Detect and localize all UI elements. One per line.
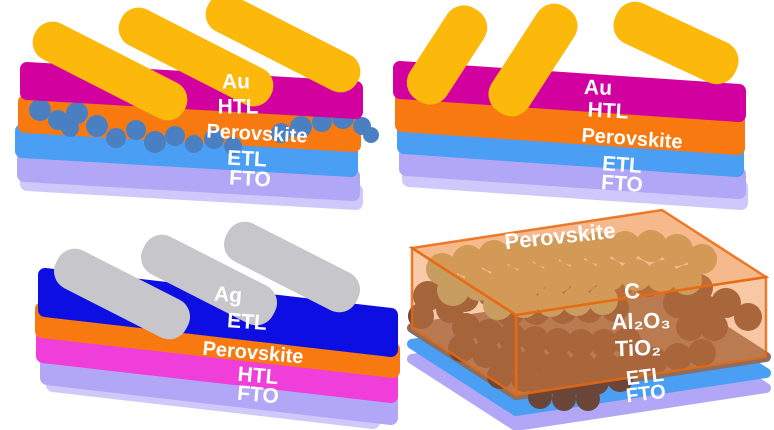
- defect-circle: [66, 102, 88, 124]
- fto-label: FTO: [625, 381, 667, 408]
- particle-brown: [452, 313, 480, 341]
- tio2-label: TiO₂: [615, 335, 662, 362]
- particle-brown: [544, 328, 572, 356]
- particle-brown: [613, 327, 641, 355]
- au-bar: [406, 5, 488, 105]
- particle-brown: [475, 319, 503, 347]
- defect-circle: [363, 127, 379, 143]
- au-electrode-bars: [32, 0, 361, 121]
- fto-label: FTO: [229, 166, 272, 191]
- au-label: Au: [222, 71, 250, 94]
- particle-brown: [576, 387, 600, 411]
- defect-circle: [224, 137, 242, 155]
- carbon-label: C: [624, 278, 641, 304]
- au-bar: [32, 21, 188, 121]
- defect-circle: [144, 131, 166, 153]
- defect-circle: [165, 126, 185, 146]
- htl-label: HTL: [587, 98, 629, 123]
- interface-defect-circles: [29, 99, 379, 155]
- particle-brown: [408, 303, 434, 329]
- fto-label: FTO: [600, 171, 643, 197]
- defect-circle: [185, 135, 203, 153]
- device-pin-inverted: Ag ETL Perovskite HTL FTO: [35, 221, 400, 429]
- particle-brown: [472, 340, 500, 368]
- device-carbon-mesoscopic: Perovskite C Al₂O₃ TiO₂ ETL FTO: [407, 208, 771, 430]
- defect-circle: [290, 116, 312, 138]
- particle-brown: [567, 329, 595, 357]
- al2o3-label: Al₂O₃: [611, 307, 671, 334]
- defect-circle: [204, 129, 224, 149]
- defect-circle: [61, 119, 79, 137]
- particle-brown: [734, 303, 762, 331]
- ag-label: Ag: [213, 283, 243, 308]
- au-electrode-bars: [406, 1, 739, 117]
- au-label: Au: [584, 76, 613, 100]
- defect-circle: [271, 123, 291, 143]
- particle-brown: [640, 347, 668, 375]
- particle-brown: [688, 339, 716, 367]
- particle-brown: [590, 329, 618, 357]
- defect-circle: [86, 115, 108, 137]
- ag-electrode-bars: [53, 221, 361, 340]
- htl-label: HTL: [237, 363, 280, 389]
- au-bar: [613, 1, 739, 85]
- particle-brown: [521, 326, 549, 354]
- particle-brown: [676, 313, 704, 341]
- ag-bar: [140, 234, 278, 326]
- particle-brown: [552, 387, 576, 411]
- ag-bar: [53, 248, 191, 340]
- etl-label: ETL: [625, 364, 665, 390]
- defect-circle: [126, 120, 146, 140]
- defect-circle: [106, 128, 126, 148]
- au-bar: [488, 3, 578, 117]
- device-nip-with-defects: Au HTL Perovskite ETL FTO: [15, 0, 379, 210]
- perovskite-label: Perovskite: [206, 120, 308, 147]
- au-bar: [205, 0, 361, 93]
- fto-label: FTO: [236, 382, 279, 409]
- particle-olive: [437, 274, 469, 306]
- ag-bar: [223, 221, 361, 313]
- htl-layer: [393, 61, 746, 122]
- etl-label: ETL: [227, 146, 268, 171]
- defect-circle: [29, 99, 51, 121]
- etl-label: ETL: [601, 152, 642, 178]
- perovskite-box-top-face: [408, 208, 770, 317]
- device-nip-planar: Au HTL Perovskite ETL FTO: [393, 1, 748, 210]
- etl-label: ETL: [226, 309, 267, 335]
- particle-brown: [664, 343, 692, 371]
- htl-label: HTL: [218, 96, 259, 119]
- particle-brown: [487, 363, 513, 389]
- au-bar: [118, 7, 274, 107]
- particle-brown: [700, 313, 728, 341]
- particle-brown: [711, 288, 741, 318]
- particle-brown: [498, 323, 526, 351]
- particle-brown: [511, 366, 537, 392]
